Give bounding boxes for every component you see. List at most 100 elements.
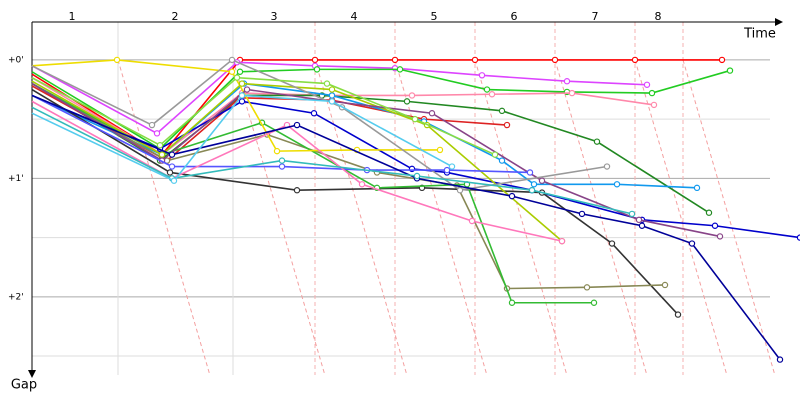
data-point xyxy=(243,86,251,93)
data-point xyxy=(693,184,701,192)
data-point xyxy=(238,92,246,99)
data-point xyxy=(158,151,166,158)
data-point xyxy=(148,121,156,129)
x-tick-label: 6 xyxy=(511,10,518,23)
data-point xyxy=(403,98,411,105)
data-point xyxy=(436,146,444,154)
data-point xyxy=(293,121,301,129)
data-point xyxy=(674,311,682,318)
data-point xyxy=(530,181,538,188)
x-tick-label: 5 xyxy=(431,10,438,23)
leader-line xyxy=(394,59,488,376)
data-point xyxy=(508,192,516,200)
leader-line xyxy=(232,59,326,376)
data-point xyxy=(796,234,800,241)
x-tick-label: 7 xyxy=(592,10,599,23)
series-line xyxy=(31,100,563,242)
data-point xyxy=(711,222,719,229)
data-point xyxy=(428,110,436,117)
x-tick-label: 8 xyxy=(655,10,662,23)
data-point xyxy=(278,163,286,170)
data-point xyxy=(776,356,784,363)
data-point xyxy=(311,56,319,64)
data-point xyxy=(396,66,404,73)
data-point xyxy=(716,233,724,240)
data-point xyxy=(228,68,236,75)
x-tick-label: 3 xyxy=(271,10,278,23)
data-point xyxy=(648,89,656,97)
series-line xyxy=(31,76,496,156)
data-point xyxy=(528,187,536,194)
data-point xyxy=(448,163,456,170)
data-point xyxy=(233,74,241,81)
data-point xyxy=(236,68,244,75)
data-point xyxy=(323,80,331,87)
data-point xyxy=(608,240,616,247)
data-point xyxy=(498,157,506,164)
data-point xyxy=(631,56,639,64)
data-point xyxy=(238,98,246,105)
data-point xyxy=(471,56,479,64)
data-point xyxy=(578,210,586,218)
data-point xyxy=(456,187,464,194)
data-point xyxy=(526,169,534,176)
data-point xyxy=(113,56,121,64)
data-point xyxy=(328,86,336,93)
x-tick-label: 1 xyxy=(69,10,76,23)
series-line xyxy=(31,94,531,174)
data-point xyxy=(468,217,476,225)
data-point xyxy=(705,209,713,216)
data-point xyxy=(593,138,601,145)
data-point xyxy=(568,89,576,97)
data-point xyxy=(638,222,646,229)
data-point xyxy=(628,210,636,218)
leader-line xyxy=(634,59,728,376)
data-point xyxy=(613,181,621,188)
data-point xyxy=(328,98,336,105)
leader-line xyxy=(117,59,211,376)
data-point xyxy=(491,151,499,158)
series-line xyxy=(31,59,440,152)
data-point xyxy=(310,110,318,117)
series-line xyxy=(31,82,710,214)
data-point xyxy=(228,56,236,64)
data-point xyxy=(391,56,399,64)
data-point xyxy=(313,66,321,73)
data-point xyxy=(498,107,506,115)
data-point xyxy=(726,67,734,74)
data-point xyxy=(358,181,366,188)
data-point xyxy=(166,169,174,176)
data-point xyxy=(688,240,696,247)
data-point xyxy=(563,78,571,85)
data-point xyxy=(558,237,566,245)
data-point xyxy=(583,284,591,291)
data-point xyxy=(661,281,669,289)
data-point xyxy=(643,81,651,88)
y-axis-label: Gap xyxy=(11,378,37,393)
series-line xyxy=(31,106,633,215)
data-point xyxy=(411,115,419,123)
y-tick-label: +2' xyxy=(8,292,24,302)
data-point xyxy=(273,147,281,155)
series-line xyxy=(31,94,781,361)
series-line xyxy=(31,76,655,156)
data-point xyxy=(551,56,559,64)
y-axis-arrow xyxy=(28,370,36,378)
data-point xyxy=(170,177,178,184)
data-point xyxy=(488,91,496,98)
data-point xyxy=(408,92,416,99)
series-line xyxy=(31,58,608,192)
data-point xyxy=(238,80,246,87)
data-point xyxy=(483,86,491,93)
data-point xyxy=(590,299,598,306)
x-axis-label: Time xyxy=(743,27,776,42)
data-point xyxy=(443,166,451,174)
data-point xyxy=(168,151,176,158)
data-point xyxy=(538,177,546,184)
data-point xyxy=(153,130,161,137)
data-point xyxy=(508,299,516,306)
y-tick-label: +0' xyxy=(8,55,24,65)
x-tick-label: 4 xyxy=(351,10,358,23)
leader-line xyxy=(474,59,568,376)
